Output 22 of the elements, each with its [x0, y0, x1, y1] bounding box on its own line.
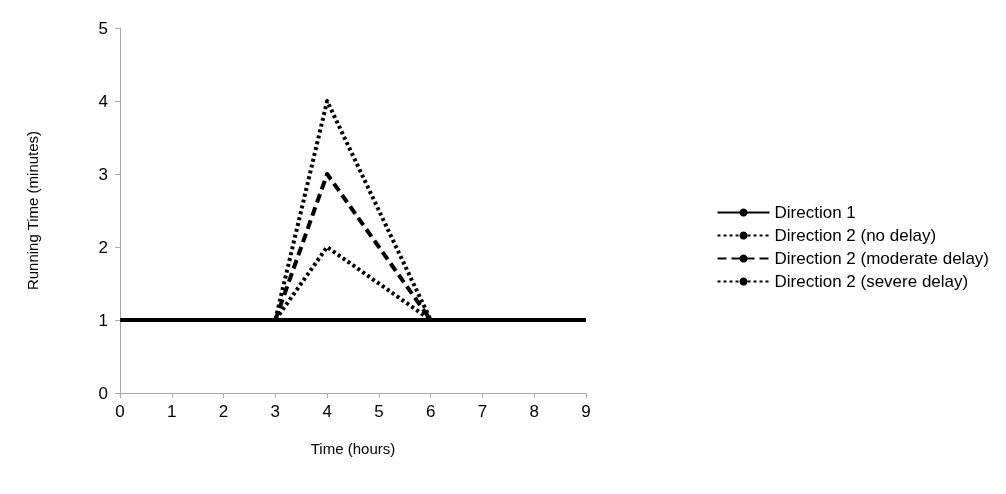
legend-label: Direction 2 (moderate delay) — [774, 249, 989, 268]
x-axis-title: Time (hours) — [310, 440, 396, 457]
legend-label: Direction 2 (no delay) — [774, 226, 937, 245]
legend-label: Direction 1 — [774, 203, 856, 222]
y-tick-label: 2 — [98, 237, 108, 257]
x-tick-label: 6 — [425, 402, 436, 421]
x-tick-label: 8 — [529, 402, 539, 421]
x-tick-label: 9 — [581, 402, 591, 421]
y-tick-label: 5 — [98, 18, 108, 38]
x-tick-label: 2 — [218, 402, 229, 421]
y-tick-label: 0 — [98, 383, 108, 403]
x-tick-label: 0 — [115, 402, 125, 421]
x-tick-label: 3 — [270, 402, 281, 421]
x-tick-label: 4 — [322, 402, 332, 421]
y-axis-title: Running Time (minutes) — [24, 130, 41, 291]
y-tick-label: 4 — [98, 91, 108, 111]
legend-label: Direction 2 (severe delay) — [774, 272, 969, 291]
x-tick-label: 7 — [477, 402, 488, 421]
x-tick-label: 5 — [374, 402, 384, 421]
x-tick-label: 1 — [167, 402, 177, 421]
y-tick-label: 1 — [98, 310, 108, 330]
y-tick-label: 3 — [98, 164, 108, 184]
